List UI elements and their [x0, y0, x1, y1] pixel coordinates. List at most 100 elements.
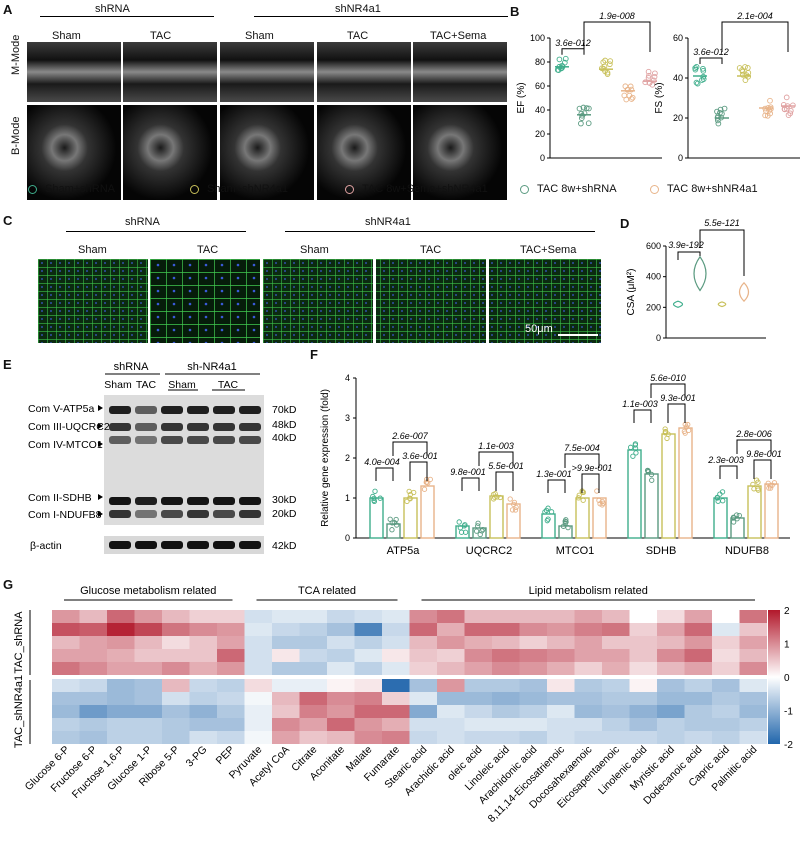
g-colorbar-tick: -2 — [784, 740, 793, 751]
g-cell — [464, 649, 492, 662]
g-cell — [437, 679, 465, 692]
ef-chart-tick-label: 20 — [535, 129, 545, 139]
f-bracket-2 — [478, 451, 514, 466]
f-point — [662, 426, 668, 432]
g-cell — [712, 731, 740, 744]
g-cell — [107, 610, 135, 623]
g-cell — [299, 636, 327, 649]
f-point — [765, 480, 771, 486]
g-cell — [492, 718, 520, 731]
g-cell — [327, 679, 355, 692]
g-cell — [684, 692, 712, 705]
e-band — [135, 423, 157, 431]
fs-chart-point — [787, 107, 794, 114]
g-cell — [739, 731, 767, 744]
f-point — [682, 430, 688, 436]
g-cell — [52, 692, 80, 705]
g-cell — [519, 705, 547, 718]
g-cell — [134, 679, 162, 692]
e-band-actin — [239, 541, 261, 549]
f-point — [662, 430, 668, 436]
ef-chart-point — [622, 83, 629, 90]
g-cell — [657, 692, 685, 705]
g-cell — [327, 636, 355, 649]
f-point — [462, 522, 468, 528]
ef-chart-bracket-top — [583, 21, 651, 52]
g-rowgroup-label: TAC_shRNA — [13, 611, 25, 674]
g-cell — [354, 662, 382, 675]
f-point — [509, 507, 516, 513]
g-cell — [134, 692, 162, 705]
g-cell — [409, 692, 437, 705]
g-cell — [244, 705, 272, 718]
fs-chart-point — [715, 120, 722, 127]
f-category-label: SDHB — [646, 545, 677, 557]
g-cell — [162, 662, 190, 675]
panel-f-bar-chart: 0 1 2 3 4 Relative gene expression (fold) ATP5… — [320, 373, 790, 557]
g-cell — [134, 623, 162, 636]
g-cell — [217, 649, 245, 662]
f-point — [580, 497, 586, 503]
g-cell — [574, 649, 602, 662]
ef-chart-ylabel: EF (%) — [516, 82, 527, 113]
f-bracket-1 — [633, 409, 652, 423]
g-cell — [134, 718, 162, 731]
panel-label-b: B — [510, 4, 520, 19]
g-cell — [602, 692, 630, 705]
g-cell — [107, 705, 135, 718]
ef-chart-point — [651, 73, 658, 80]
fs-chart-tick-label: 0 — [678, 153, 683, 163]
legend-marker-icon — [28, 184, 37, 194]
f-bar — [489, 495, 504, 539]
g-cell — [629, 705, 657, 718]
g-cell — [712, 649, 740, 662]
f-pvalue: 5.6e-010 — [650, 373, 686, 383]
g-cell — [382, 662, 410, 675]
g-cell — [107, 718, 135, 731]
g-cell — [189, 649, 217, 662]
g-cell — [382, 692, 410, 705]
g-cell — [464, 623, 492, 636]
g-cell — [354, 610, 382, 623]
g-cell — [244, 679, 272, 692]
fs-chart-point — [693, 79, 700, 86]
e-band-actin — [187, 541, 209, 549]
e-lane-label: TAC — [218, 379, 239, 391]
ef-chart-tick-label: 100 — [530, 33, 545, 43]
e-band — [135, 497, 157, 505]
panel-label-d: D — [620, 216, 630, 231]
g-cell — [327, 731, 355, 744]
g-cell — [739, 636, 767, 649]
panel-d-violin-chart: 0 200 400 600 CSA (μM²) 3.9e-192 5.5e-121 — [626, 218, 766, 343]
g-cell — [602, 662, 630, 675]
g-cell — [739, 662, 767, 675]
fs-chart-tick-label: 60 — [673, 33, 683, 43]
fs-chart-point — [739, 71, 746, 78]
ef-chart-bracket-left — [561, 48, 585, 55]
f-bracket-2 — [650, 383, 686, 398]
g-cell — [272, 705, 300, 718]
e-band — [109, 497, 131, 505]
g-rowgroup-label: TAC_shNR4a1 — [13, 675, 25, 748]
e-lane-label: Sham — [168, 379, 196, 391]
g-cell — [409, 679, 437, 692]
fs-chart-point — [700, 73, 707, 80]
g-cell — [574, 692, 602, 705]
g-cell — [382, 705, 410, 718]
f-tick-label: 0 — [345, 533, 350, 543]
legend-marker-icon — [190, 184, 199, 194]
fs-chart-tick-label: 20 — [673, 113, 683, 123]
fs-chart-tick-label: 40 — [673, 73, 683, 83]
g-cell — [739, 718, 767, 731]
f-tick-label: 3 — [345, 413, 350, 423]
ef-chart-point — [621, 92, 628, 99]
g-cell — [739, 649, 767, 662]
g-cell — [492, 610, 520, 623]
g-cell — [107, 636, 135, 649]
g-cell — [409, 610, 437, 623]
f-point — [548, 509, 555, 515]
g-cell — [299, 662, 327, 675]
ef-chart-point — [606, 61, 613, 68]
g-cell — [382, 610, 410, 623]
f-bar — [730, 517, 745, 539]
